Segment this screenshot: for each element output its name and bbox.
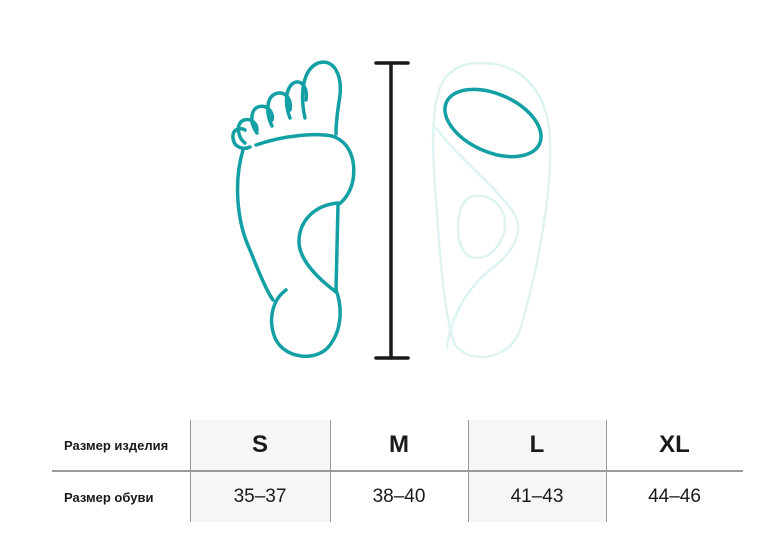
height-ruler-icon bbox=[374, 61, 410, 360]
size-m: M bbox=[389, 431, 409, 458]
shoe-size-l: 41–43 bbox=[510, 486, 564, 507]
row-divider bbox=[52, 470, 743, 472]
size-xl: XL bbox=[659, 431, 690, 458]
shoe-size-s: 35–37 bbox=[233, 486, 287, 507]
size-l: L bbox=[529, 431, 545, 458]
foot-sole-icon bbox=[231, 60, 356, 359]
insole-icon bbox=[431, 61, 552, 359]
shoe-size-xl: 44–46 bbox=[648, 486, 701, 507]
row-label-shoe-size: Размер обуви bbox=[64, 489, 154, 505]
row-label-product-size: Размер изделия bbox=[64, 437, 169, 453]
foot-illustration bbox=[231, 60, 552, 360]
shoe-size-m: 38–40 bbox=[372, 486, 426, 507]
size-s: S bbox=[251, 431, 268, 458]
size-chart-table: Размер изделия Размер обуви S M L XL 35–… bbox=[52, 420, 743, 522]
